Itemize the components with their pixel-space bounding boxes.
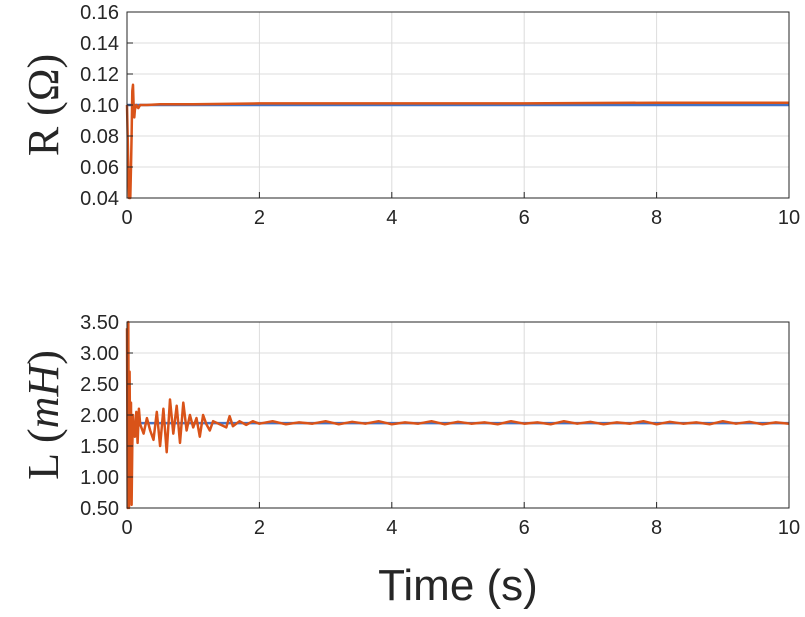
- y-tick-label: 0.16: [80, 2, 119, 24]
- x-tick-label: 10: [778, 517, 800, 539]
- y-tick-label: 0.12: [80, 64, 119, 86]
- x-tick-label: 8: [651, 517, 662, 539]
- x-tick-label: 2: [254, 207, 265, 229]
- series-group-inductance: [125, 320, 790, 510]
- estimate-line-inductance: [125, 320, 790, 510]
- x-tick-label: 0: [121, 207, 132, 229]
- y-tick-label: 0.06: [80, 157, 119, 179]
- y-axis-label-resistance: R (Ω): [19, 54, 68, 156]
- x-tick-label: 8: [651, 207, 662, 229]
- subplot-resistance: 0 2 4 6 8 10 0.04 0.06 0.08 0.10 0.12 0.14 0.16 R (Ω…: [19, 2, 800, 229]
- x-axis-label-time: Time (s): [378, 561, 538, 610]
- y-tick-label: 3.00: [80, 343, 119, 365]
- y-tick-label: 0.08: [80, 126, 119, 148]
- series-group-resistance: [125, 83, 789, 200]
- y-tick-label: 0.50: [80, 498, 119, 520]
- x-tick-label: 0: [121, 517, 132, 539]
- y-tick-label: 1.50: [80, 436, 119, 458]
- y-tick-label: 2.50: [80, 374, 119, 396]
- y-tick-label: 3.50: [80, 312, 119, 334]
- x-tick-label: 6: [519, 517, 530, 539]
- y-axis-label-close-paren: ): [19, 350, 68, 365]
- x-tick-label: 4: [386, 517, 397, 539]
- x-tick-label: 10: [778, 207, 800, 229]
- y-axis-label-inductance: L (mH): [19, 350, 68, 480]
- estimate-line-resistance: [125, 83, 789, 200]
- x-tick-label: 2: [254, 517, 265, 539]
- y-axis-label-letter: L: [19, 453, 68, 480]
- y-tick-label: 0.14: [80, 33, 119, 55]
- x-tick-label: 6: [519, 207, 530, 229]
- y-tick-label: 2.00: [80, 405, 119, 427]
- ticks-resistance: 0 2 4 6 8 10 0.04 0.06 0.08 0.10 0.12 0.14 0.16: [80, 2, 800, 229]
- y-axis-label-open-paren: (: [19, 428, 68, 443]
- y-tick-label: 1.00: [80, 467, 119, 489]
- x-tick-label: 4: [386, 207, 397, 229]
- subplot-inductance: 0 2 4 6 8 10 0.50 1.00 1.50 2.00 2.50 3.00 3.50 L (mH…: [19, 312, 800, 610]
- y-tick-label: 0.10: [80, 95, 119, 117]
- ticks-inductance: 0 2 4 6 8 10 0.50 1.00 1.50 2.00 2.50 3.00 3.50: [80, 312, 800, 539]
- y-tick-label: 0.04: [80, 188, 119, 210]
- y-axis-label-unit: mH: [19, 363, 68, 429]
